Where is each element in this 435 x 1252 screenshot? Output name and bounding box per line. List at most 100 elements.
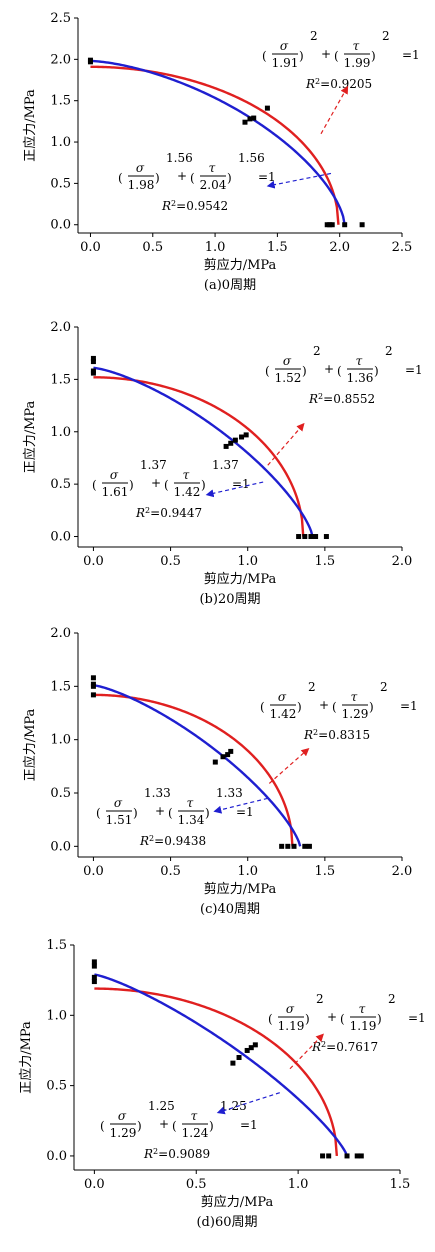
eq-tau-value: 1.99 — [344, 56, 371, 70]
eq-r-squared: R2=0.8552 — [308, 392, 375, 407]
eq-paren: ( — [190, 171, 195, 185]
data-point — [252, 1042, 258, 1048]
data-point — [239, 434, 245, 440]
y-tick-label: 2.0 — [50, 320, 71, 335]
data-point — [91, 974, 97, 980]
y-tick-label: 0.0 — [50, 218, 71, 233]
data-point — [230, 1060, 236, 1066]
fit-curve-red — [90, 65, 340, 225]
eq-exponent: 2 — [316, 992, 324, 1006]
eq-paren: ) — [227, 171, 232, 185]
arrow-red — [320, 85, 349, 135]
equation-red-fit: (σ1.52)2+ (τ1.36)2=1R2=0.8552 — [265, 344, 423, 406]
data-point — [90, 692, 96, 698]
eq-tau-symbol: τ — [187, 796, 194, 810]
panel-caption: (c)40周期 — [200, 902, 260, 917]
data-point — [242, 119, 248, 125]
equation-blue-fit: (σ1.98)1.56+ (τ2.04)1.56=1R2=0.9542 — [118, 151, 276, 213]
data-point — [91, 959, 97, 965]
data-point — [264, 105, 270, 111]
eq-sigma-value: 1.51 — [106, 813, 133, 827]
y-tick-label: 1.0 — [50, 425, 71, 440]
eq-tau-value: 1.36 — [347, 371, 374, 385]
eq-paren: ) — [205, 806, 210, 820]
eq-tau-symbol: τ — [209, 161, 216, 175]
data-point — [228, 748, 234, 754]
data-point — [279, 843, 285, 849]
data-point — [323, 534, 329, 540]
x-tick-label: 2.0 — [392, 864, 413, 879]
data-point — [236, 1055, 242, 1060]
x-tick-label: 1.0 — [288, 1177, 309, 1192]
eq-exponent: 1.56 — [238, 151, 265, 165]
eq-exponent: 1.25 — [220, 1099, 247, 1113]
eq-exponent: 2 — [308, 680, 316, 694]
eq-plus: + — [151, 476, 161, 490]
eq-plus: + — [324, 362, 334, 376]
eq-plus: + — [155, 804, 165, 818]
eq-exponent: 2 — [313, 344, 321, 358]
data-point — [354, 1153, 360, 1159]
data-point — [291, 843, 297, 849]
data-point — [212, 759, 218, 765]
eq-r-squared: R2=0.8315 — [303, 728, 370, 743]
x-tick-label: 0.0 — [84, 1177, 105, 1192]
x-tick-label: 1.5 — [315, 864, 336, 879]
eq-exponent: 1.33 — [144, 786, 171, 800]
eq-plus: + — [159, 1117, 169, 1131]
eq-paren: ( — [118, 171, 123, 185]
eq-r-squared: R2=0.9205 — [305, 77, 372, 92]
eq-sigma-value: 1.61 — [102, 485, 129, 499]
eq-sigma-value: 1.19 — [278, 1019, 305, 1033]
y-tick-label: 2.0 — [50, 626, 71, 641]
data-point — [313, 534, 319, 540]
eq-tau-symbol: τ — [183, 468, 190, 482]
eq-paren: ) — [133, 806, 138, 820]
arrow-blue — [266, 172, 332, 189]
equation-blue-fit: (σ1.61)1.37+ (τ1.42)1.37=1R2=0.9447 — [92, 458, 250, 520]
x-tick-label: 1.0 — [205, 240, 226, 255]
eq-paren: ( — [334, 49, 339, 63]
y-axis-label: 正应力/MPa — [22, 400, 38, 473]
eq-tau-symbol: τ — [351, 690, 358, 704]
eq-paren: ( — [168, 806, 173, 820]
eq-exponent: 2 — [380, 680, 388, 694]
eq-paren: ( — [265, 364, 270, 378]
eq-tau-symbol: τ — [356, 354, 363, 368]
eq-paren: ( — [164, 478, 169, 492]
data-point — [358, 1153, 364, 1159]
eq-sigma-symbol: σ — [278, 690, 287, 704]
eq-tau-value: 1.29 — [342, 707, 369, 721]
eq-tau-value: 2.04 — [200, 178, 227, 192]
eq-paren: ) — [201, 478, 206, 492]
data-point — [91, 963, 97, 969]
x-axis-label: 剪应力/MPa — [204, 571, 277, 587]
fit-curve-blue — [94, 973, 349, 1157]
x-tick-label: 0.0 — [83, 554, 104, 569]
eq-equals-one: =1 — [408, 1011, 426, 1025]
eq-plus: + — [319, 698, 329, 712]
data-point — [342, 222, 348, 228]
eq-r-squared: R2=0.9438 — [139, 834, 206, 849]
eq-sigma-symbol: σ — [136, 161, 145, 175]
eq-equals-one: =1 — [258, 170, 276, 184]
y-tick-label: 1.5 — [46, 938, 67, 953]
eq-tau-value: 1.42 — [174, 485, 201, 499]
y-tick-label: 0.0 — [50, 839, 71, 854]
data-point — [320, 1153, 326, 1159]
eq-paren: ) — [302, 364, 307, 378]
eq-tau-value: 1.19 — [350, 1019, 377, 1033]
x-tick-label: 0.5 — [160, 864, 181, 879]
eq-tau-symbol: τ — [353, 39, 360, 53]
fit-curve-blue — [90, 59, 346, 225]
fit-curve-red — [93, 376, 305, 537]
x-tick-label: 1.5 — [390, 1177, 411, 1192]
eq-sigma-symbol: σ — [114, 796, 123, 810]
eq-tau-value: 1.34 — [178, 813, 205, 827]
eq-r-squared: R2=0.9542 — [161, 199, 228, 214]
eq-paren: ( — [337, 364, 342, 378]
data-point — [251, 115, 257, 121]
data-point — [90, 359, 96, 365]
data-point — [91, 979, 97, 985]
y-tick-label: 2.5 — [50, 11, 71, 26]
